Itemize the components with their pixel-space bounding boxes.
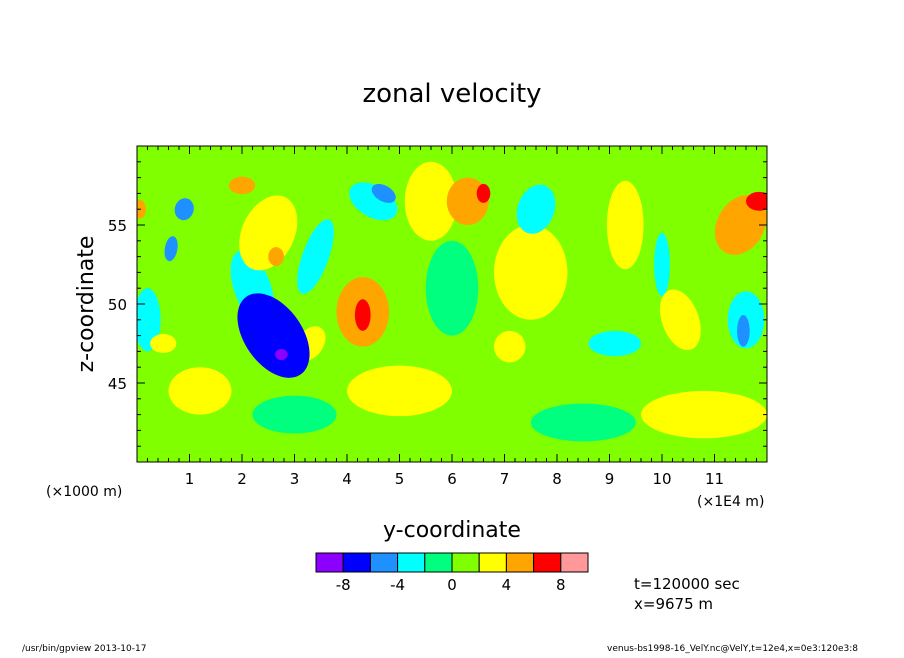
heatmap-feature [516,184,556,234]
colorbar-tick-label: 0 [447,576,457,594]
x-tick-label: 4 [342,470,352,488]
colorbar-tick-label: -4 [390,576,405,594]
x-tick-label: 9 [605,470,615,488]
heatmap-feature [588,330,641,357]
colorbar-swatch [505,552,535,573]
heatmap-feature [150,334,177,353]
colorbar-swatch [397,552,426,573]
heatmap-feature [737,315,750,347]
x-tick-label: 2 [237,470,247,488]
colorbar-swatch [369,552,399,573]
heatmap-feature [354,299,371,331]
x-tick-label: 10 [652,470,671,488]
heatmap-feature [275,349,288,361]
y-tick-label: 55 [108,217,127,235]
y-tick-label: 50 [108,296,127,314]
colorbar-swatch [342,552,371,573]
heatmap-feature [494,225,568,320]
x-tick-label: 6 [447,470,457,488]
x-unit-left: (×1000 m) [46,484,122,500]
y-tick-label: 45 [108,375,127,393]
heatmap-feature [297,219,334,294]
heatmap-feature [654,232,670,297]
heatmap-feature [641,390,767,439]
heatmap-feature [252,395,337,434]
heatmap-feature [476,183,491,203]
heatmap-feature [530,403,636,442]
colorbar-tick-label: 8 [556,576,566,594]
colorbar-tick-label: 4 [502,576,512,594]
x-unit-right: (×1E4 m) [697,494,764,510]
heatmap-feature [168,367,232,415]
heatmap-field [137,146,767,462]
colorbar-swatch [315,552,344,573]
x-axis-label: y-coordinate [383,518,521,543]
heatmap-feature [371,183,396,203]
x-tick-label: 11 [705,470,724,488]
heatmap-feature [746,191,767,211]
heatmap-feature [404,161,458,241]
colorbar-swatch [451,552,480,573]
colorbar-swatch [424,552,453,573]
x-tick-label: 5 [395,470,405,488]
x-tick-label: 8 [552,470,562,488]
position-label: x=9675 m [634,595,713,613]
time-label: t=120000 sec [634,575,740,593]
footer-left: /usr/bin/gpview 2013-10-17 [22,644,146,654]
colorbar: -8 -4 0 4 8 [315,552,589,594]
x-tick-label: 7 [500,470,510,488]
heatmap-feature [425,240,479,336]
footer-right: venus-bs1998-16_VelY.nc@VelY,t=12e4,x=0e… [607,644,858,654]
heatmap-feature [660,289,701,351]
x-tick-label: 3 [290,470,300,488]
colorbar-swatch [533,552,562,573]
x-tick-label: 1 [185,470,195,488]
colorbar-swatch [478,552,507,573]
colorbar-swatch [560,552,589,573]
heatmap-feature [174,198,194,221]
heatmap-feature [714,195,767,255]
heatmap-feature [237,293,310,378]
heatmap-feature [268,247,284,267]
heatmap-feature [228,176,256,195]
colorbar-tick-label: -8 [336,576,351,594]
heatmap-feature [164,236,178,262]
heatmap-feature [137,199,146,219]
heatmap-feature [606,180,644,270]
y-axis-label: z-coordinate [74,236,99,373]
heatmap-feature [347,365,452,417]
chart-title: zonal velocity [362,79,541,109]
heatmap-feature [493,330,526,363]
